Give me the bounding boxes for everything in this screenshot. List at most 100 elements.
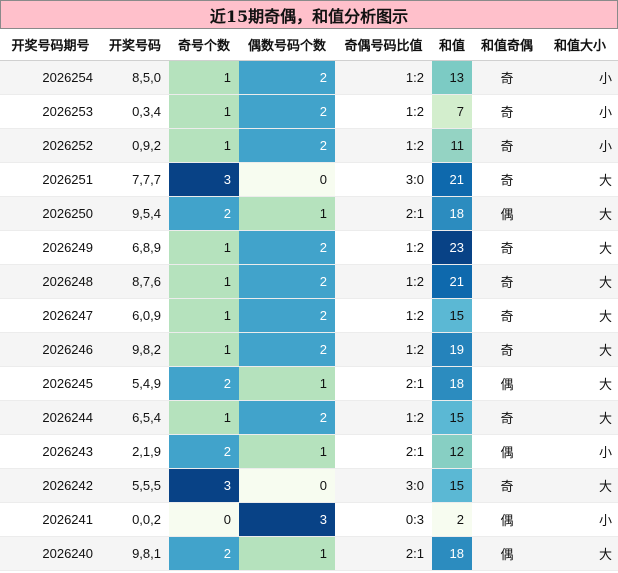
- cell-period: 2026242: [0, 468, 101, 503]
- cell-sum: 7: [432, 94, 472, 129]
- cell-sum-parity: 偶: [472, 502, 542, 537]
- table-row: 2026240 9,8,1 2 1 2:1 18 偶大: [0, 536, 618, 571]
- cell-ratio: 1:2: [335, 298, 432, 333]
- cell-period: 2026250: [0, 196, 101, 231]
- cell-sum-parity: 偶: [472, 196, 542, 231]
- cell-even-count: 2: [239, 298, 335, 333]
- cell-even-count: 2: [239, 60, 335, 95]
- cell-sum-size: 大: [542, 536, 618, 571]
- cell-sum-parity: 奇: [472, 162, 542, 197]
- cell-numbers: 9,8,1: [101, 536, 169, 571]
- table-row: 2026254 8,5,0 1 2 1:2 13 奇小: [0, 60, 618, 95]
- cell-ratio: 2:1: [335, 434, 432, 469]
- cell-ratio: 1:2: [335, 400, 432, 435]
- cell-numbers: 2,1,9: [101, 434, 169, 469]
- cell-sum-parity: 奇: [472, 264, 542, 299]
- cell-sum-size: 小: [542, 60, 618, 95]
- table-row: 2026250 9,5,4 2 1 2:1 18 偶大: [0, 196, 618, 231]
- cell-sum: 21: [432, 162, 472, 197]
- table-row: 2026246 9,8,2 1 2 1:2 19 奇大: [0, 332, 618, 367]
- cell-period: 2026246: [0, 332, 101, 367]
- cell-period: 2026243: [0, 434, 101, 469]
- cell-numbers: 8,7,6: [101, 264, 169, 299]
- cell-ratio: 1:2: [335, 94, 432, 129]
- cell-numbers: 6,5,4: [101, 400, 169, 435]
- cell-numbers: 5,4,9: [101, 366, 169, 401]
- cell-odd-count: 1: [169, 230, 239, 265]
- cell-sum-parity: 奇: [472, 332, 542, 367]
- cell-numbers: 9,5,4: [101, 196, 169, 231]
- cell-numbers: 6,0,9: [101, 298, 169, 333]
- cell-period: 2026249: [0, 230, 101, 265]
- cell-sum-size: 大: [542, 230, 618, 265]
- table-row: 2026251 7,7,7 3 0 3:0 21 奇大: [0, 162, 618, 197]
- table-row: 2026242 5,5,5 3 0 3:0 15 奇大: [0, 468, 618, 503]
- cell-numbers: 6,8,9: [101, 230, 169, 265]
- cell-ratio: 1:2: [335, 264, 432, 299]
- cell-even-count: 2: [239, 264, 335, 299]
- cell-sum-size: 大: [542, 332, 618, 367]
- cell-period: 2026245: [0, 366, 101, 401]
- cell-sum: 23: [432, 230, 472, 265]
- cell-even-count: 1: [239, 434, 335, 469]
- cell-sum-parity: 偶: [472, 536, 542, 571]
- cell-period: 2026241: [0, 502, 101, 537]
- cell-sum: 19: [432, 332, 472, 367]
- cell-sum-parity: 奇: [472, 230, 542, 265]
- cell-even-count: 1: [239, 536, 335, 571]
- table-row: 2026244 6,5,4 1 2 1:2 15 奇大: [0, 400, 618, 435]
- cell-even-count: 2: [239, 400, 335, 435]
- cell-period: 2026253: [0, 94, 101, 129]
- cell-odd-count: 1: [169, 400, 239, 435]
- header-row: 开奖号码期号 开奖号码 奇号个数 偶数号码个数 奇偶号码比值 和值 和值奇偶 和…: [0, 29, 618, 61]
- table-row: 2026249 6,8,9 1 2 1:2 23 奇大: [0, 230, 618, 265]
- cell-even-count: 3: [239, 502, 335, 537]
- cell-odd-count: 2: [169, 366, 239, 401]
- cell-sum: 15: [432, 468, 472, 503]
- table-row: 2026253 0,3,4 1 2 1:2 7 奇小: [0, 94, 618, 129]
- cell-sum: 13: [432, 60, 472, 95]
- cell-sum-parity: 偶: [472, 434, 542, 469]
- table-title: 近15期奇偶，和值分析图示: [0, 0, 618, 29]
- cell-sum-parity: 奇: [472, 468, 542, 503]
- header-sum: 和值: [432, 29, 472, 61]
- cell-sum-size: 小: [542, 502, 618, 537]
- cell-period: 2026254: [0, 60, 101, 95]
- cell-ratio: 1:2: [335, 230, 432, 265]
- header-period: 开奖号码期号: [0, 29, 101, 61]
- cell-numbers: 0,3,4: [101, 94, 169, 129]
- cell-ratio: 3:0: [335, 162, 432, 197]
- cell-sum: 11: [432, 128, 472, 163]
- cell-numbers: 7,7,7: [101, 162, 169, 197]
- cell-ratio: 0:3: [335, 502, 432, 537]
- cell-sum: 18: [432, 536, 472, 571]
- cell-sum: 15: [432, 400, 472, 435]
- cell-ratio: 1:2: [335, 332, 432, 367]
- table-row: 2026252 0,9,2 1 2 1:2 11 奇小: [0, 128, 618, 163]
- cell-sum: 12: [432, 434, 472, 469]
- cell-period: 2026240: [0, 536, 101, 571]
- header-sum-size: 和值大小: [542, 29, 618, 61]
- cell-sum-size: 大: [542, 298, 618, 333]
- cell-even-count: 2: [239, 230, 335, 265]
- table-row: 2026241 0,0,2 0 3 0:3 2 偶小: [0, 502, 618, 537]
- header-even-count: 偶数号码个数: [239, 29, 335, 61]
- cell-sum-parity: 奇: [472, 60, 542, 95]
- cell-sum: 15: [432, 298, 472, 333]
- cell-odd-count: 2: [169, 434, 239, 469]
- cell-odd-count: 1: [169, 298, 239, 333]
- cell-sum-size: 小: [542, 128, 618, 163]
- cell-sum: 2: [432, 502, 472, 537]
- cell-even-count: 0: [239, 468, 335, 503]
- cell-numbers: 0,9,2: [101, 128, 169, 163]
- cell-sum-size: 大: [542, 196, 618, 231]
- cell-ratio: 2:1: [335, 536, 432, 571]
- cell-odd-count: 1: [169, 264, 239, 299]
- table-row: 2026243 2,1,9 2 1 2:1 12 偶小: [0, 434, 618, 469]
- cell-odd-count: 1: [169, 128, 239, 163]
- header-numbers: 开奖号码: [101, 29, 169, 61]
- cell-period: 2026244: [0, 400, 101, 435]
- cell-even-count: 2: [239, 94, 335, 129]
- cell-even-count: 1: [239, 366, 335, 401]
